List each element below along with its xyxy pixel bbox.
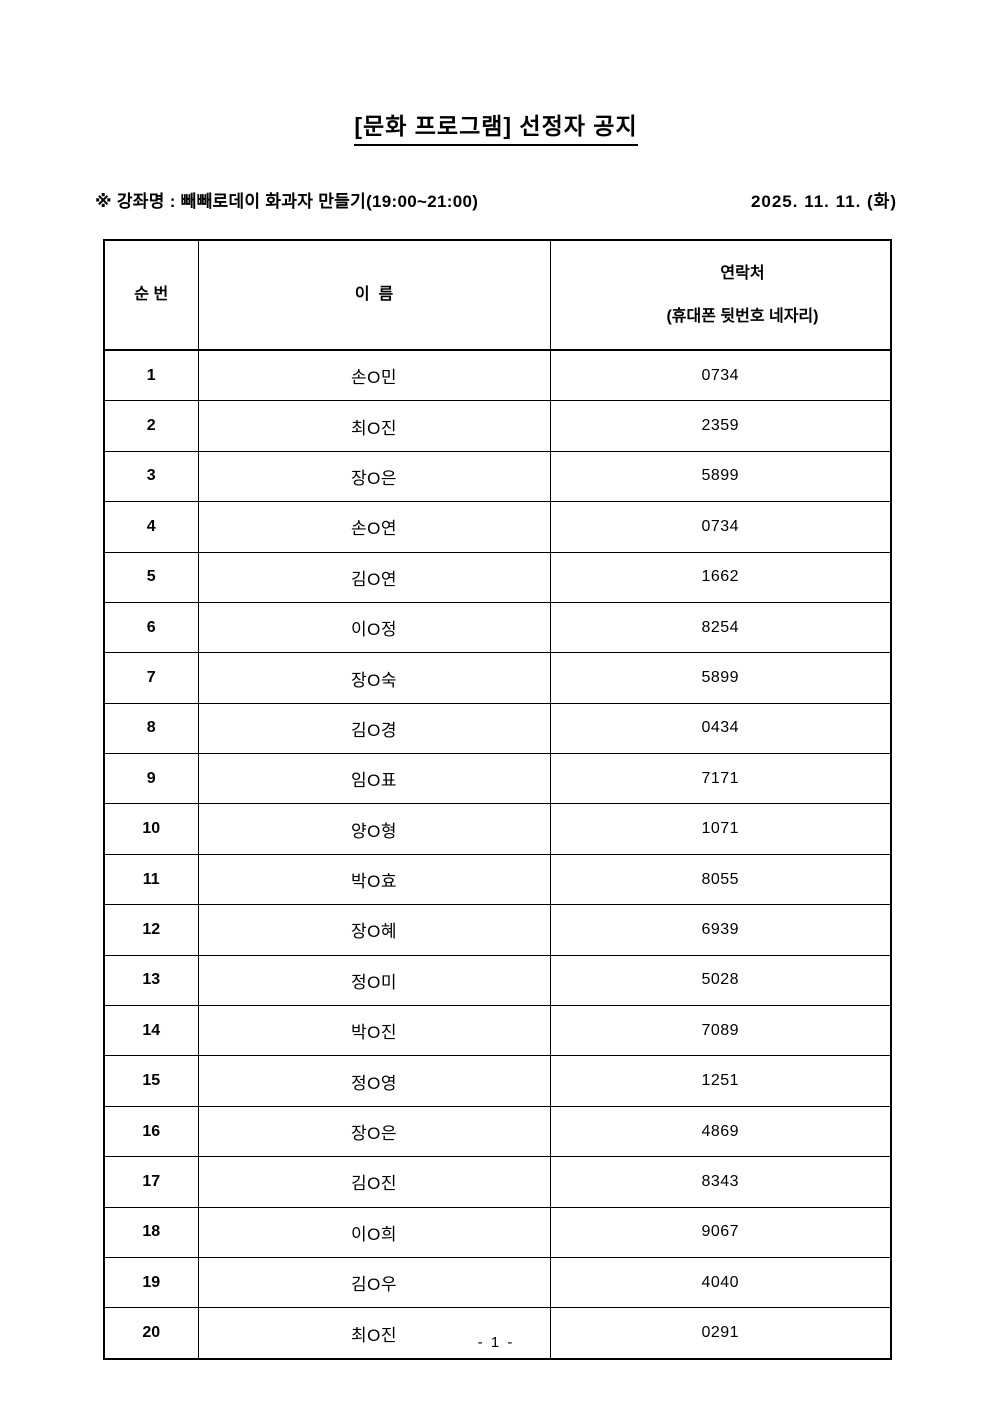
col-header-contact: 연락처 (휴대폰 뒷번호 네자리) <box>549 239 892 351</box>
row-no: 9 <box>103 753 199 805</box>
row-contact: 0434 <box>549 702 892 755</box>
participant-table-header: 순 번 이 름 연락처 (휴대폰 뒷번호 네자리) <box>103 239 892 351</box>
row-contact: 5899 <box>549 450 892 503</box>
row-contact: 2359 <box>549 400 892 452</box>
table-row: 13 정O미 5028 <box>103 954 892 1007</box>
row-name: 김O연 <box>197 551 551 603</box>
row-no: 16 <box>103 1105 199 1158</box>
table-row: 14 박O진 7089 <box>103 1005 892 1057</box>
row-name: 김O진 <box>197 1156 551 1208</box>
row-no: 14 <box>103 1005 199 1057</box>
table-row: 3 장O은 5899 <box>103 450 892 503</box>
table-row: 12 장O혜 6939 <box>103 904 892 956</box>
row-no: 12 <box>103 904 199 956</box>
row-name: 이O희 <box>197 1206 551 1259</box>
row-name: 정O미 <box>197 954 551 1007</box>
table-row: 20 최O진 0291 <box>103 1307 892 1360</box>
row-no: 19 <box>103 1256 199 1309</box>
row-name: 박O효 <box>197 853 551 906</box>
row-contact: 0734 <box>549 349 892 402</box>
table-row: 5 김O연 1662 <box>103 551 892 603</box>
row-no: 4 <box>103 501 199 553</box>
page-number: - 1 - <box>477 1334 515 1351</box>
row-contact: 7089 <box>549 1005 892 1057</box>
row-contact: 0291 <box>549 1307 892 1360</box>
row-no: 20 <box>103 1307 199 1360</box>
table-row: 7 장O숙 5899 <box>103 652 892 704</box>
table-row: 19 김O우 4040 <box>103 1256 892 1309</box>
row-contact: 8343 <box>549 1156 892 1208</box>
row-no: 13 <box>103 954 199 1007</box>
row-contact: 8254 <box>549 601 892 654</box>
row-name: 장O숙 <box>197 652 551 704</box>
row-no: 6 <box>103 601 199 654</box>
row-name: 손O민 <box>197 349 551 402</box>
row-no: 7 <box>103 652 199 704</box>
table-row: 6 이O정 8254 <box>103 601 892 654</box>
col-header-name: 이 름 <box>197 239 551 351</box>
table-row: 2 최O진 2359 <box>103 400 892 452</box>
title-wrap: [문화 프로그램] 선정자 공지 <box>0 0 992 146</box>
row-contact: 4040 <box>549 1256 892 1309</box>
row-no: 17 <box>103 1156 199 1208</box>
row-contact: 1071 <box>549 803 892 855</box>
col-header-contact-line2: (휴대폰 뒷번호 네자리) <box>666 307 819 325</box>
course-name-label: ※ 강좌명 : 빼빼로데이 화과자 만들기(19:00~21:00) <box>95 192 479 211</box>
course-info-row: ※ 강좌명 : 빼빼로데이 화과자 만들기(19:00~21:00) 2025.… <box>95 187 897 212</box>
row-contact: 9067 <box>549 1206 892 1259</box>
row-no: 11 <box>103 853 199 906</box>
row-contact: 5028 <box>549 954 892 1007</box>
participant-table-body: 1 손O민 0734 2 최O진 2359 3 장O은 5899 4 손O연 0… <box>103 349 892 1360</box>
row-name: 박O진 <box>197 1005 551 1057</box>
row-contact: 7171 <box>549 753 892 805</box>
row-name: 장O혜 <box>197 904 551 956</box>
page-title: [문화 프로그램] 선정자 공지 <box>354 107 638 146</box>
row-no: 1 <box>103 349 199 402</box>
table-row: 8 김O경 0434 <box>103 702 892 755</box>
table-row: 4 손O연 0734 <box>103 501 892 553</box>
row-no: 5 <box>103 551 199 603</box>
row-name: 김O경 <box>197 702 551 755</box>
row-name: 장O은 <box>197 1105 551 1158</box>
col-header-contact-line1: 연락처 <box>720 264 765 282</box>
row-name: 양O형 <box>197 803 551 855</box>
table-row: 16 장O은 4869 <box>103 1105 892 1158</box>
row-no: 2 <box>103 400 199 452</box>
table-row: 15 정O영 1251 <box>103 1055 892 1107</box>
row-contact: 1251 <box>549 1055 892 1107</box>
table-row: 10 양O형 1071 <box>103 803 892 855</box>
row-name: 손O연 <box>197 501 551 553</box>
row-no: 8 <box>103 702 199 755</box>
row-contact: 0734 <box>549 501 892 553</box>
row-contact: 8055 <box>549 853 892 906</box>
participant-table: 순 번 이 름 연락처 (휴대폰 뒷번호 네자리) 1 손O민 0734 2 최… <box>103 239 892 1360</box>
row-contact: 6939 <box>549 904 892 956</box>
header-row: 순 번 이 름 연락처 (휴대폰 뒷번호 네자리) <box>103 239 892 351</box>
row-name: 장O은 <box>197 450 551 503</box>
row-name: 최O진 <box>197 1307 551 1360</box>
row-no: 3 <box>103 450 199 503</box>
table-row: 18 이O희 9067 <box>103 1206 892 1259</box>
table-row: 11 박O효 8055 <box>103 853 892 906</box>
row-name: 김O우 <box>197 1256 551 1309</box>
table-row: 9 임O표 7171 <box>103 753 892 805</box>
col-header-no: 순 번 <box>103 239 199 351</box>
row-contact: 4869 <box>549 1105 892 1158</box>
row-no: 18 <box>103 1206 199 1259</box>
row-no: 15 <box>103 1055 199 1107</box>
row-name: 임O표 <box>197 753 551 805</box>
row-contact: 5899 <box>549 652 892 704</box>
table-row: 1 손O민 0734 <box>103 349 892 402</box>
row-no: 10 <box>103 803 199 855</box>
row-name: 정O영 <box>197 1055 551 1107</box>
row-contact: 1662 <box>549 551 892 603</box>
row-name: 최O진 <box>197 400 551 452</box>
table-row: 17 김O진 8343 <box>103 1156 892 1208</box>
row-name: 이O정 <box>197 601 551 654</box>
course-date: 2025. 11. 11. (화) <box>750 192 897 211</box>
